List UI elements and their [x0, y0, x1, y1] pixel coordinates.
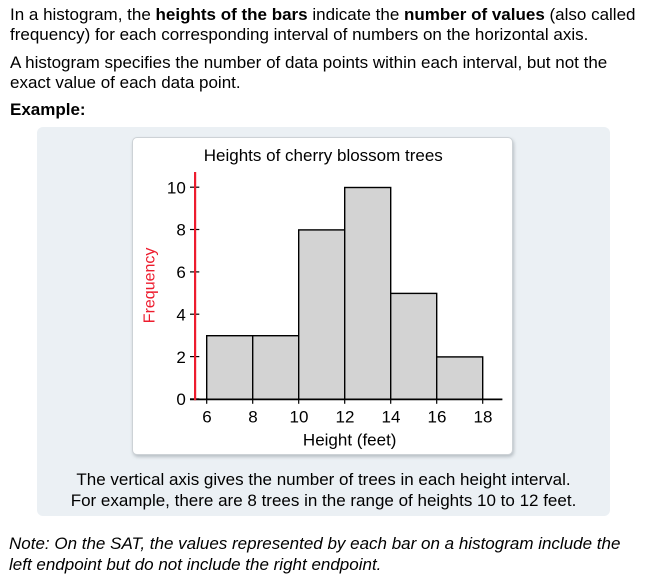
svg-text:Frequency: Frequency	[142, 248, 159, 324]
svg-text:18: 18	[474, 408, 493, 427]
svg-text:10: 10	[167, 178, 186, 197]
svg-text:0: 0	[176, 390, 185, 409]
svg-text:8: 8	[248, 408, 257, 427]
svg-text:16: 16	[428, 408, 447, 427]
svg-text:6: 6	[176, 263, 185, 282]
svg-text:Heights of cherry blossom tree: Heights of cherry blossom trees	[204, 146, 443, 165]
svg-text:14: 14	[382, 408, 401, 427]
svg-text:6: 6	[202, 408, 211, 427]
svg-text:Height (feet): Height (feet)	[303, 431, 397, 450]
svg-text:4: 4	[176, 305, 185, 324]
svg-text:12: 12	[336, 408, 355, 427]
svg-text:2: 2	[176, 348, 185, 367]
svg-text:10: 10	[290, 408, 309, 427]
svg-text:8: 8	[176, 221, 185, 240]
